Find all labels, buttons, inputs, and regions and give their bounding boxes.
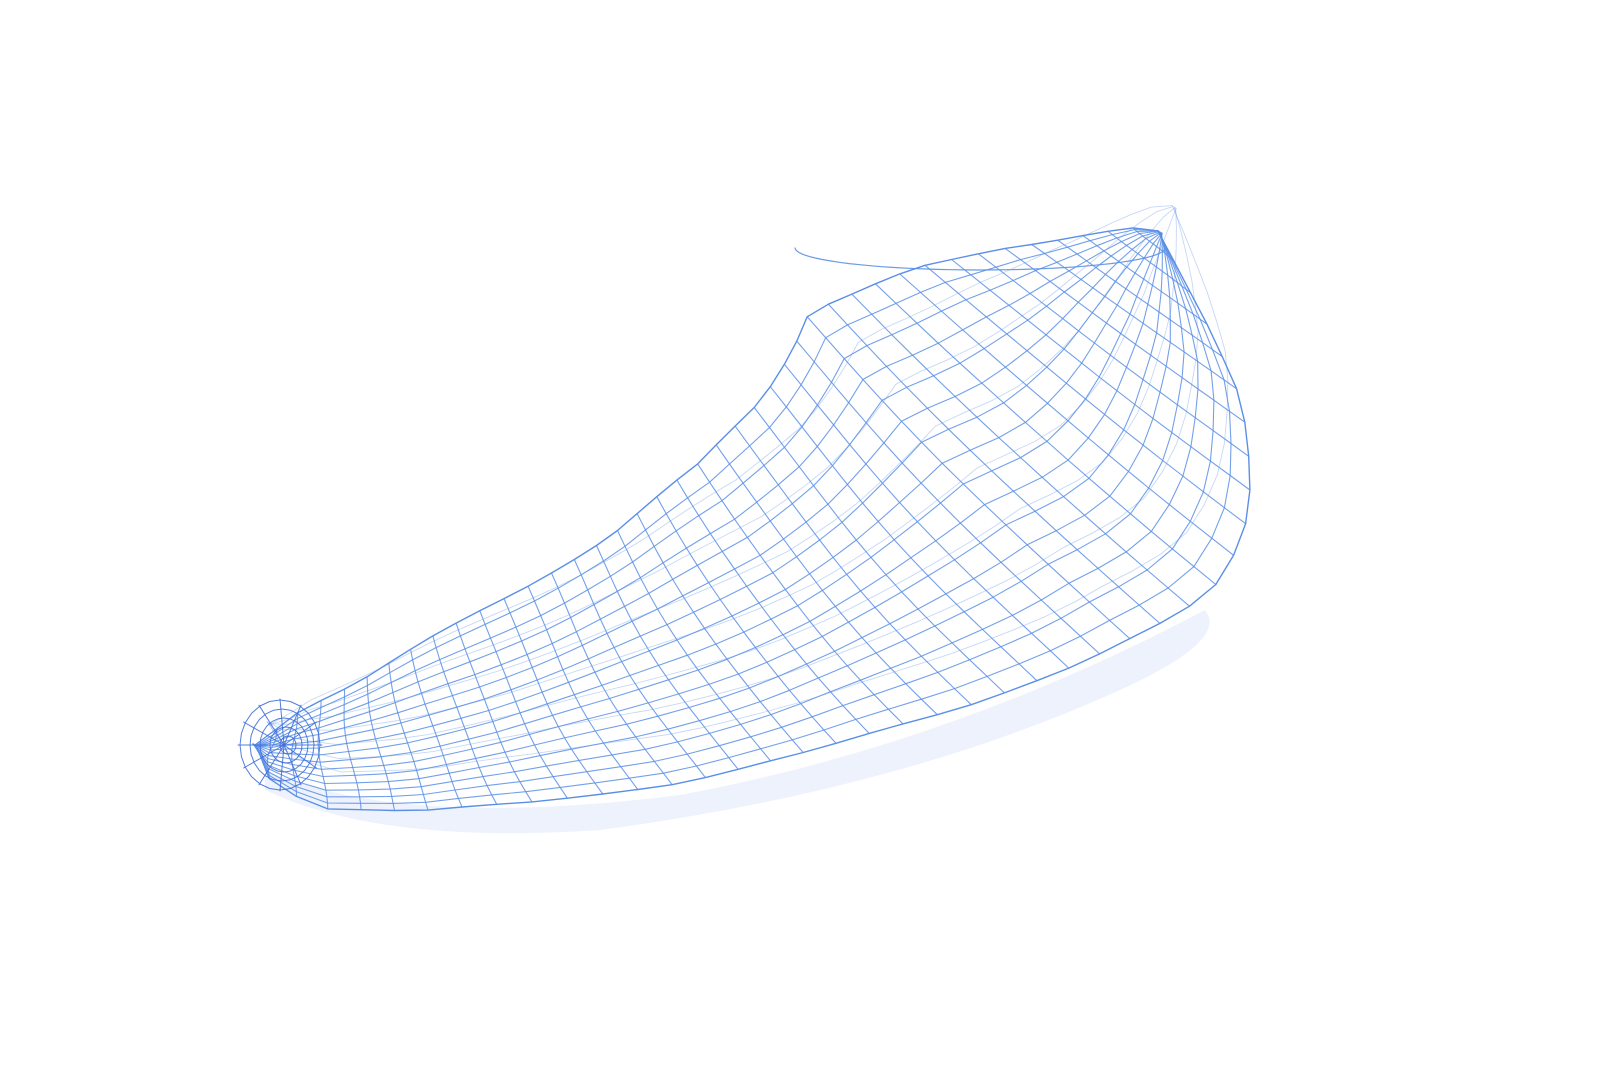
column-line — [1132, 227, 1175, 262]
column-line — [697, 463, 904, 725]
inner-row-line — [268, 205, 1229, 773]
column-line — [769, 386, 1038, 682]
column-line — [874, 283, 1217, 586]
column-line — [827, 303, 1161, 624]
column-line — [783, 363, 1070, 669]
column-line — [796, 340, 1101, 655]
row-line — [255, 230, 1232, 804]
longitudinal-wire-lines — [252, 229, 1232, 804]
column-line — [656, 496, 837, 744]
toe-spoke — [283, 744, 317, 769]
column-line — [676, 479, 870, 734]
sole-shadow — [265, 610, 1210, 834]
cross-section-wire-lines — [266, 227, 1251, 812]
column-line — [573, 558, 706, 779]
row-line — [256, 230, 1159, 747]
sole-shadow-shape — [265, 610, 1210, 834]
column-line — [343, 688, 362, 811]
column-line — [715, 444, 938, 716]
column-line — [924, 264, 1247, 525]
toe-cap-mesh — [237, 698, 323, 792]
column-line — [595, 544, 739, 770]
toe-spoke — [279, 744, 285, 792]
bottom-outline — [255, 229, 1251, 812]
row-line — [256, 230, 1160, 747]
column-line — [366, 676, 396, 812]
row-line — [252, 232, 1171, 778]
row-line — [252, 232, 1163, 770]
toe-spoke — [243, 744, 285, 769]
column-line — [1004, 247, 1246, 423]
column-line — [1057, 239, 1223, 358]
column-line — [455, 622, 533, 803]
column-line — [636, 513, 804, 754]
inner-row-line — [270, 205, 1174, 725]
mesh-outline — [254, 227, 1251, 812]
row-line — [256, 231, 1161, 747]
toe-spoke — [279, 698, 285, 746]
toe-spoke — [283, 704, 302, 746]
row-line — [253, 230, 1199, 791]
column-line — [291, 712, 299, 797]
column-line — [503, 598, 604, 795]
column-line — [550, 572, 673, 786]
toe-spoke — [283, 721, 317, 746]
column-line — [734, 425, 972, 706]
column-line — [851, 293, 1191, 607]
column-line — [527, 585, 639, 791]
row-line — [254, 230, 1215, 798]
column-line — [616, 529, 772, 762]
column-line — [977, 253, 1250, 457]
column-line — [410, 648, 463, 808]
column-line — [388, 662, 429, 811]
row-line — [255, 232, 1162, 748]
column-line — [753, 406, 1005, 694]
collar-ring — [794, 247, 1166, 271]
toe-spoke — [258, 744, 285, 786]
row-line — [256, 230, 1159, 747]
column-line — [1107, 230, 1191, 294]
row-line — [252, 231, 1185, 785]
column-line — [1031, 243, 1238, 390]
inner-row-line — [270, 205, 1173, 725]
row-line — [253, 232, 1163, 756]
row-line — [255, 229, 1159, 747]
column-line — [899, 273, 1235, 556]
row-line — [252, 232, 1163, 763]
toe-spoke — [258, 704, 285, 746]
toe-spoke — [283, 744, 302, 786]
column-line — [1082, 235, 1208, 325]
row-line — [254, 232, 1163, 751]
inner-row-line — [266, 207, 1177, 745]
column-line — [806, 316, 1131, 640]
top-outline — [254, 227, 1159, 746]
inner-row-line — [269, 207, 1176, 725]
column-line — [951, 258, 1251, 491]
inner-row-line — [266, 206, 1199, 760]
toe-spoke — [243, 721, 285, 746]
column-line — [432, 635, 498, 805]
column-line — [479, 610, 568, 799]
